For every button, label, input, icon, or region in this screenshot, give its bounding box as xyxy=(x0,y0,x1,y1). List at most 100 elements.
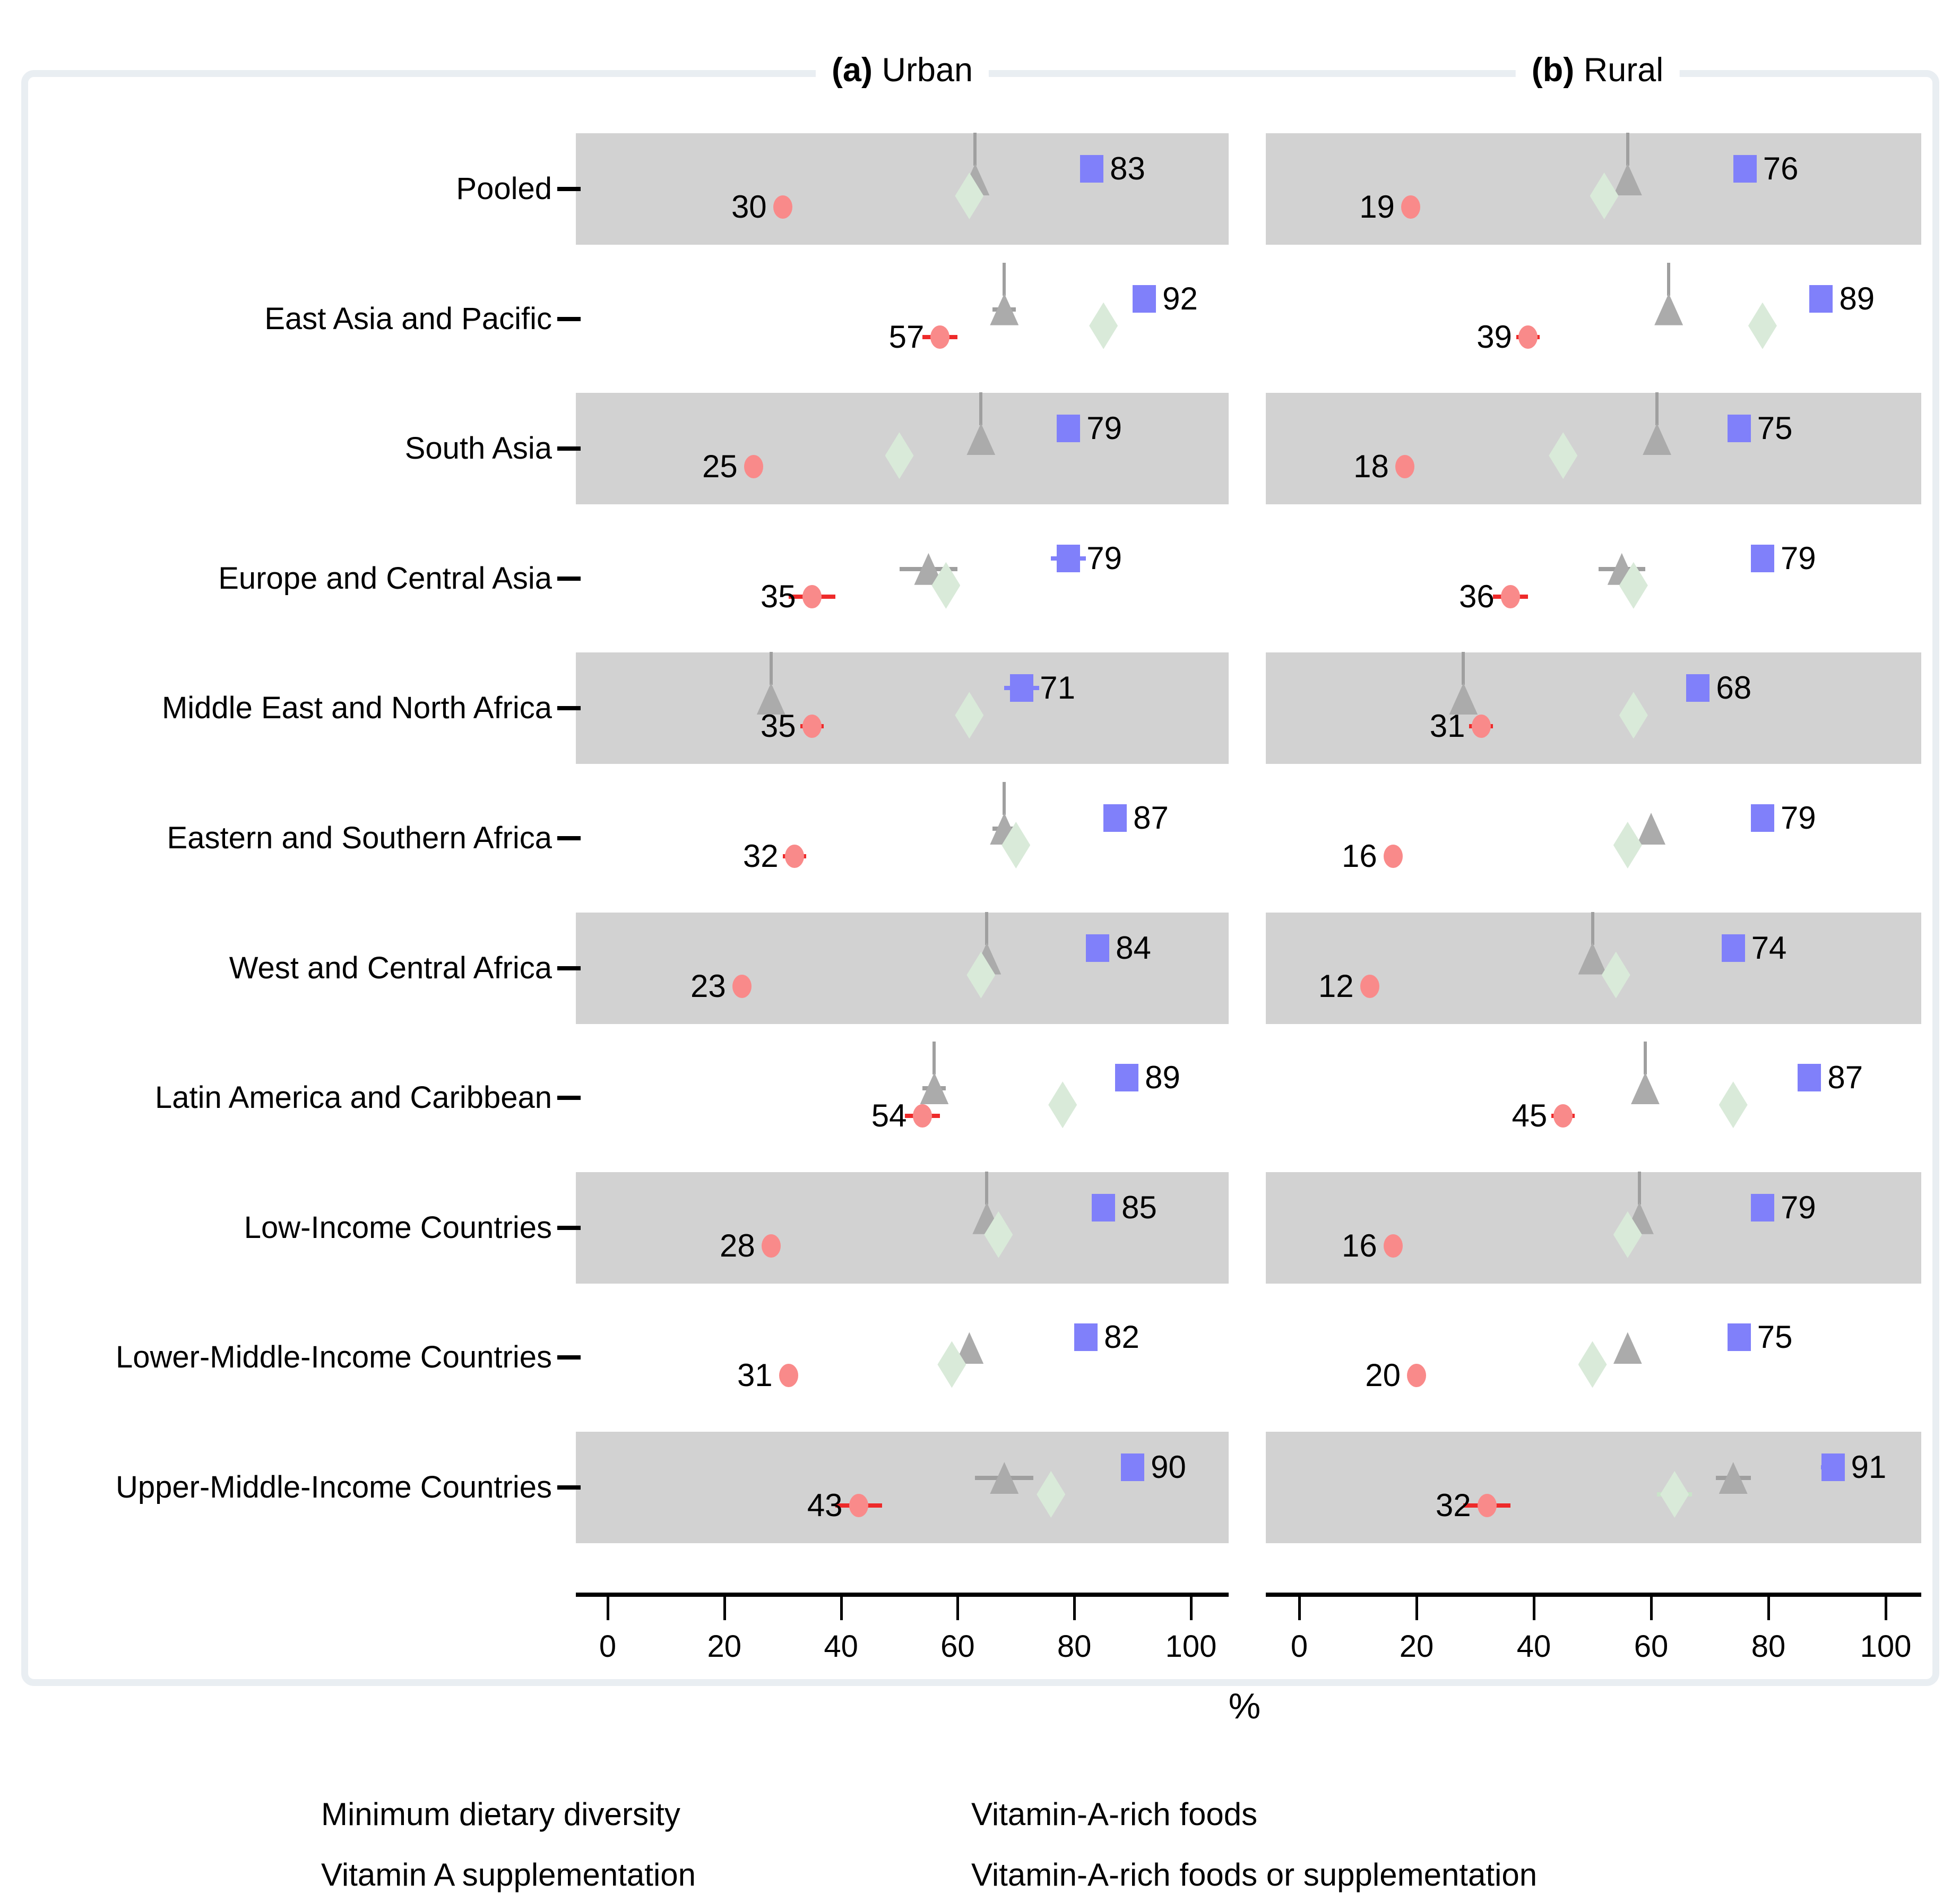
category-label: Latin America and Caribbean xyxy=(154,1080,552,1115)
y-axis-tick xyxy=(557,1096,581,1100)
legend-item-mdd: Minimum dietary diversity xyxy=(321,1796,680,1832)
ci-spike-vas xyxy=(1591,911,1594,945)
circle-marker-mdd xyxy=(1500,584,1520,608)
value-label-either: 79 xyxy=(1780,800,1816,836)
panel-a-label: Urban xyxy=(882,51,973,89)
category-label: East Asia and Pacific xyxy=(264,301,552,336)
circle-marker-mdd xyxy=(930,325,950,349)
y-axis-tick xyxy=(557,576,581,581)
value-label-mdd: 54 xyxy=(871,1098,907,1134)
value-label-mdd: 12 xyxy=(1318,968,1354,1004)
square-marker-either xyxy=(1057,415,1081,443)
value-label-mdd: 32 xyxy=(1435,1487,1471,1523)
square-marker-either xyxy=(1133,285,1156,313)
y-axis-tick xyxy=(557,1355,581,1360)
value-label-either: 79 xyxy=(1086,410,1122,446)
value-label-either: 75 xyxy=(1757,410,1793,446)
x-axis-tick xyxy=(1073,1597,1076,1620)
value-label-mdd: 30 xyxy=(731,189,767,225)
value-label-either: 75 xyxy=(1757,1319,1793,1355)
x-axis-tick xyxy=(1885,1597,1887,1620)
value-label-mdd: 32 xyxy=(742,838,779,874)
x-axis-line-urban xyxy=(576,1593,1229,1597)
value-label-either: 71 xyxy=(1040,670,1076,706)
x-axis-tick-label: 40 xyxy=(824,1629,858,1664)
row-band-rural xyxy=(1266,1172,1921,1284)
x-axis-unit-label: % xyxy=(1228,1686,1261,1726)
square-marker-either xyxy=(1115,1064,1139,1092)
circle-marker-mdd xyxy=(1407,1364,1426,1388)
ci-spike-vas xyxy=(1003,782,1006,815)
value-label-mdd: 45 xyxy=(1512,1098,1548,1134)
circle-marker-mdd xyxy=(761,1234,781,1258)
value-label-either: 91 xyxy=(1851,1449,1887,1485)
x-axis-tick xyxy=(723,1597,726,1620)
value-label-mdd: 35 xyxy=(760,708,796,744)
value-label-mdd: 28 xyxy=(719,1227,755,1263)
ci-spike-vas xyxy=(985,1171,989,1205)
x-axis-tick xyxy=(607,1597,609,1620)
circle-marker-mdd xyxy=(1383,845,1403,868)
panel-title-rural: (b) Rural xyxy=(1515,49,1680,91)
row-band-urban xyxy=(576,1432,1229,1543)
legend-item-varf: Vitamin-A-rich foods xyxy=(971,1796,1258,1832)
square-marker-either xyxy=(1821,1453,1845,1481)
figure-border-frame xyxy=(21,70,1939,1686)
panel-title-urban: (a) Urban xyxy=(815,49,989,91)
value-label-either: 92 xyxy=(1162,280,1198,316)
square-marker-either xyxy=(1750,1193,1774,1222)
y-axis-tick xyxy=(557,706,581,711)
panel-b-prefix: (b) xyxy=(1531,51,1575,89)
x-axis-tick xyxy=(1298,1597,1301,1620)
value-label-either: 84 xyxy=(1116,930,1151,966)
category-label: Middle East and North Africa xyxy=(161,691,552,726)
category-label: Low-Income Countries xyxy=(244,1210,552,1245)
x-axis-tick xyxy=(956,1597,960,1620)
x-axis-tick xyxy=(1650,1597,1653,1620)
square-marker-either xyxy=(1074,1323,1098,1352)
legend-square-icon xyxy=(913,1861,939,1889)
panel-a-prefix: (a) xyxy=(831,51,873,89)
square-marker-either xyxy=(1727,1323,1751,1352)
category-label: Europe and Central Asia xyxy=(218,561,552,596)
square-marker-either xyxy=(1686,674,1710,702)
value-label-either: 85 xyxy=(1121,1189,1157,1225)
ci-spike-vas xyxy=(769,652,773,685)
circle-marker-mdd xyxy=(1395,455,1414,479)
value-label-either: 79 xyxy=(1780,1189,1816,1225)
ci-spike-vas xyxy=(1637,1171,1641,1205)
value-label-mdd: 25 xyxy=(702,449,738,485)
ci-spike-vas xyxy=(979,392,983,426)
legend-item-vas: Vitamin A supplementation xyxy=(321,1857,696,1893)
value-label-either: 90 xyxy=(1151,1449,1186,1485)
category-label: West and Central Africa xyxy=(229,950,552,985)
square-marker-either xyxy=(1080,155,1104,183)
circle-marker-mdd xyxy=(1383,1234,1403,1258)
value-label-either: 76 xyxy=(1763,151,1799,186)
square-marker-either xyxy=(1057,544,1081,572)
circle-marker-mdd xyxy=(779,1364,798,1388)
ci-spike-vas xyxy=(985,911,989,945)
value-label-mdd: 20 xyxy=(1365,1357,1401,1394)
y-axis-tick xyxy=(557,446,581,451)
circle-marker-mdd xyxy=(1477,1494,1497,1517)
x-axis-line-rural xyxy=(1266,1593,1921,1597)
x-axis-tick-label: 40 xyxy=(1516,1629,1551,1664)
row-band-urban xyxy=(576,912,1229,1024)
row-band-rural xyxy=(1266,393,1921,505)
panel-b-label: Rural xyxy=(1583,51,1664,89)
row-band-urban xyxy=(576,652,1229,764)
square-marker-either xyxy=(1103,804,1127,832)
x-axis-tick xyxy=(1767,1597,1770,1620)
value-label-mdd: 16 xyxy=(1342,1227,1377,1263)
category-label: Pooled xyxy=(456,171,552,206)
value-label-mdd: 16 xyxy=(1342,838,1377,874)
x-axis-tick-label: 0 xyxy=(599,1629,617,1664)
ci-spike-vas xyxy=(1643,1042,1647,1075)
x-axis-tick-label: 20 xyxy=(707,1629,742,1664)
value-label-either: 87 xyxy=(1827,1060,1863,1096)
circle-marker-mdd xyxy=(1518,325,1538,349)
circle-marker-mdd xyxy=(802,715,822,738)
square-marker-either xyxy=(1750,544,1774,572)
